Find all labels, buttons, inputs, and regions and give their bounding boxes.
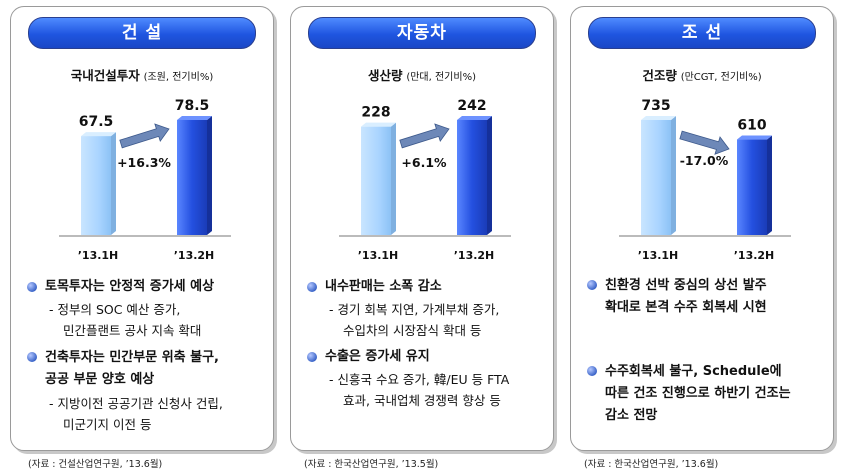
bullet-dot-icon (27, 352, 37, 362)
bullet-detail-line: 미군기지 이전 등 (63, 417, 152, 432)
bullet-detail-line: 수입차의 시장잠식 확대 등 (343, 323, 482, 338)
bullet-heading-line: 따른 건조 진행으로 하반기 건조는 (605, 386, 791, 401)
panel-title: 건 설 (28, 17, 256, 49)
chart-subtitle-label: 건조량 (642, 68, 677, 83)
bar-0 (361, 126, 391, 235)
bullet-heading-line: 친환경 선박 중심의 상선 발주 (605, 278, 767, 293)
bar-1 (457, 120, 487, 235)
chart-subtitle-label: 생산량 (367, 68, 403, 83)
bar-1 (177, 120, 207, 235)
bullet-detail-line: - 지방이전 공공기관 신청사 건립, (49, 396, 223, 411)
panel-title: 자동차 (308, 17, 536, 49)
bar-side-0 (671, 116, 676, 235)
bullet-dot-icon (27, 282, 37, 292)
growth-label: +6.1% (401, 155, 447, 170)
chart-subtitle-unit: (조원, 전기비%) (143, 72, 214, 83)
tick-label-0: ’13.1H (638, 249, 679, 262)
bar-side-1 (767, 135, 772, 235)
bullet-heading-line: 수출은 증가세 유지 (325, 349, 430, 364)
bullet-item: 건축투자는 민간부문 위축 불구, 공공 부문 양호 예상 - 지방이전 공공기관 … (27, 347, 265, 435)
chart-subtitle: 생산량 (만대, 전기비%) (291, 65, 553, 84)
bar-side-0 (391, 122, 396, 235)
source-note: (자료 : 한국산업연구원, ’13.6월) (584, 459, 719, 470)
panel-title: 조 선 (588, 17, 816, 49)
chart-subtitle: 국내건설투자 (조원, 전기비%) (11, 65, 273, 84)
bullet-heading-line: 확대로 본격 수주 회복세 시현 (605, 300, 767, 315)
bar-side-0 (111, 132, 116, 235)
data-label-1: 78.5 (175, 98, 210, 114)
bullet-detail-line: - 신흥국 수요 증가, 韓/EU 등 FTA (329, 372, 510, 387)
bullet-list: 내수판매는 소폭 감소 - 경기 회복 지연, 가계부채 증가, 수입차의 시장잠식… (307, 277, 545, 411)
source-note: (자료 : 한국산업연구원, ’13.5월) (304, 459, 439, 470)
bullet-detail-line: 민간플랜트 공사 지속 확대 (63, 323, 202, 338)
bullet-heading: 내수판매는 소폭 감소 (307, 277, 545, 297)
tick-label-1: ’13.2H (174, 249, 215, 262)
data-label-1: 610 (737, 118, 766, 134)
bullet-heading: 수출은 증가세 유지 (307, 347, 545, 367)
bar-0 (81, 136, 111, 235)
bullet-detail-line: 효과, 국내업체 경쟁력 향상 등 (343, 393, 501, 408)
tick-label-1: ’13.2H (454, 249, 495, 262)
bullet-dot-icon (307, 282, 317, 292)
bar-top-1 (177, 116, 212, 120)
bullet-heading-line: 건축투자는 민간부문 위축 불구, (45, 350, 219, 365)
bar-chart: 735 ’13.1H 610 ’13.2H -17.0% (619, 98, 791, 262)
tick-label-0: ’13.1H (78, 249, 119, 262)
bullet-item: 내수판매는 소폭 감소 - 경기 회복 지연, 가계부채 증가, 수입차의 시장잠식… (307, 277, 545, 341)
chart-subtitle-label: 국내건설투자 (70, 68, 140, 83)
bullet-item: 수출은 증가세 유지 - 신흥국 수요 증가, 韓/EU 등 FTA 효과, 국내업… (307, 347, 545, 411)
bullet-list: 토목투자는 안정적 증가세 예상 - 정부의 SOC 예산 증가, 민간플랜트 공사… (27, 277, 265, 435)
bullet-dot-icon (307, 352, 317, 362)
bar-chart: 228 ’13.1H 242 ’13.2H +6.1% (339, 98, 511, 262)
bullet-item: 토목투자는 안정적 증가세 예상 - 정부의 SOC 예산 증가, 민간플랜트 공사… (27, 277, 265, 341)
bar-top-0 (641, 116, 676, 120)
bullet-heading-line: 토목투자는 안정적 증가세 예상 (45, 279, 215, 294)
bar-top-1 (457, 116, 492, 120)
bar-side-1 (207, 116, 212, 235)
arrow-down-icon (679, 130, 730, 155)
bar-1 (737, 139, 767, 235)
bar-top-0 (81, 132, 116, 137)
tick-label-1: ’13.2H (734, 249, 775, 262)
growth-label: +16.3% (117, 155, 171, 170)
bullet-detail-line: - 경기 회복 지연, 가계부채 증가, (329, 302, 500, 317)
data-label-0: 67.5 (79, 114, 114, 130)
bullet-heading-line: 감소 전망 (605, 408, 658, 423)
bullet-heading: 건축투자는 민간부문 위축 불구, 공공 부문 양호 예상 (27, 347, 265, 391)
bullet-heading-line: 공공 부문 양호 예상 (45, 372, 155, 387)
growth-label: -17.0% (680, 153, 729, 168)
bullet-dot-icon (587, 280, 597, 290)
chart-subtitle-unit: (만대, 전기비%) (406, 72, 476, 83)
arrow-up-icon (119, 123, 170, 149)
bar-chart: 67.5 ’13.1H 78.5 ’13.2H +16.3% (59, 98, 231, 262)
bullet-heading: 토목투자는 안정적 증가세 예상 (27, 277, 265, 297)
data-label-0: 228 (361, 105, 390, 121)
data-label-0: 735 (641, 98, 670, 114)
source-note: (자료 : 건설산업연구원, ’13.6월) (28, 459, 163, 470)
data-label-1: 242 (457, 98, 486, 114)
bullet-heading-line: 수주회복세 불구, Schedule에 (605, 364, 782, 379)
arrow-up-icon (399, 123, 450, 149)
chart-subtitle-unit: (만CGT, 전기비%) (680, 72, 762, 83)
bullet-detail-line: - 정부의 SOC 예산 증가, (49, 302, 181, 317)
chart-subtitle: 건조량 (만CGT, 전기비%) (571, 65, 833, 84)
bullet-heading-line: 내수판매는 소폭 감소 (325, 279, 442, 294)
bar-top-0 (361, 122, 396, 127)
bullet-dot-icon (587, 366, 597, 376)
bar-side-1 (487, 116, 492, 235)
bar-top-1 (737, 135, 772, 140)
tick-label-0: ’13.1H (358, 249, 399, 262)
bar-0 (641, 120, 671, 235)
